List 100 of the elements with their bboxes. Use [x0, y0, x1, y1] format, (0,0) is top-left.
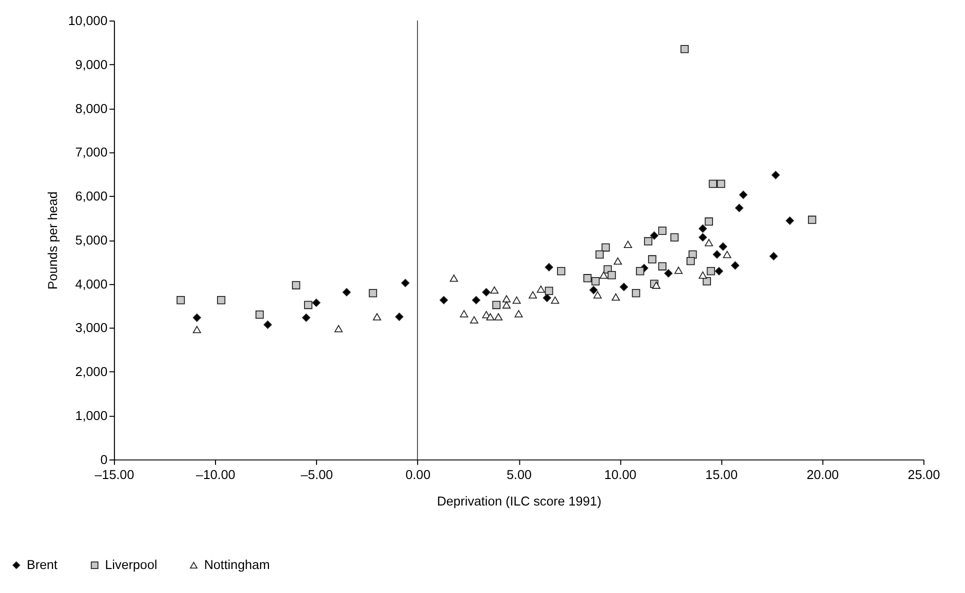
point	[714, 267, 724, 276]
point	[312, 298, 320, 307]
point	[502, 295, 511, 302]
point	[600, 271, 608, 279]
point	[735, 204, 744, 212]
legend-label: Nottingham	[204, 557, 270, 572]
y-axis-title: Pounds per head	[45, 192, 60, 290]
point	[770, 252, 778, 260]
x-tick-label: 0.00	[405, 466, 430, 482]
point	[514, 310, 523, 318]
x-tick-label: 25.00	[908, 466, 940, 482]
y-tick-label: 6,000	[75, 188, 108, 204]
point	[302, 314, 310, 322]
point	[550, 296, 560, 304]
x-tick-label: –10.00	[196, 466, 236, 482]
point	[544, 286, 554, 296]
legend-label: Brent	[26, 557, 58, 572]
y-tick-label: 9,000	[75, 56, 108, 72]
point	[650, 231, 658, 240]
point	[632, 288, 640, 298]
point	[808, 216, 816, 224]
point	[708, 180, 718, 188]
point	[698, 224, 707, 233]
point	[450, 274, 458, 282]
point	[644, 237, 652, 246]
point	[704, 238, 713, 246]
point	[716, 180, 726, 188]
point	[192, 314, 202, 322]
point	[368, 288, 378, 298]
point	[702, 277, 711, 286]
point	[739, 190, 748, 199]
x-tick-label: –15.00	[94, 466, 134, 482]
point	[440, 296, 448, 304]
point	[472, 296, 480, 304]
y-tick-label: 4,000	[75, 276, 108, 292]
point	[486, 313, 494, 320]
point	[674, 266, 683, 274]
point	[176, 296, 185, 304]
point	[536, 286, 546, 293]
x-tick-label: 5.00	[506, 466, 532, 482]
point	[492, 300, 501, 310]
x-tick-label: 10.00	[604, 466, 636, 482]
point	[490, 286, 498, 294]
point	[658, 262, 666, 270]
point	[372, 313, 382, 320]
point	[706, 267, 716, 276]
y-tick-label: 0	[100, 452, 108, 467]
y-tick-label: 5,000	[75, 232, 108, 248]
point	[544, 263, 554, 272]
point	[608, 270, 616, 280]
point	[583, 274, 592, 282]
point	[686, 256, 695, 266]
point	[658, 226, 666, 235]
point	[620, 282, 628, 292]
point	[512, 296, 521, 304]
point	[731, 261, 740, 270]
point	[680, 44, 689, 54]
point	[482, 288, 490, 296]
point	[304, 300, 312, 310]
point	[648, 255, 656, 264]
point	[256, 310, 264, 319]
point	[698, 233, 707, 242]
point	[589, 286, 598, 294]
y-tick-label: 2,000	[75, 364, 108, 380]
point	[624, 240, 632, 248]
x-tick-label: –5.00	[300, 466, 333, 482]
point	[786, 216, 794, 225]
point	[718, 242, 728, 251]
point	[460, 310, 468, 318]
point	[595, 250, 604, 259]
point	[614, 257, 622, 265]
point	[494, 313, 503, 320]
x-tick-label: 20.00	[806, 466, 839, 482]
y-tick-label: 10,000	[68, 12, 108, 28]
x-tick-label: 15.00	[705, 466, 738, 482]
point	[636, 267, 644, 276]
point	[712, 250, 722, 259]
point	[602, 243, 610, 252]
point	[664, 269, 673, 278]
point	[591, 277, 600, 286]
point	[670, 233, 679, 242]
point	[593, 291, 602, 298]
point	[772, 170, 780, 180]
y-tick-label: 8,000	[75, 100, 108, 116]
x-axis-title: Deprivation (ILC score 1991)	[436, 494, 602, 509]
point	[342, 288, 351, 296]
point	[704, 217, 713, 226]
point	[192, 326, 202, 334]
legend-label: Liverpool	[105, 557, 158, 572]
point	[557, 267, 566, 276]
point	[264, 320, 272, 329]
point	[470, 316, 478, 324]
point	[722, 250, 732, 258]
point	[612, 293, 620, 301]
y-tick-label: 7,000	[75, 144, 108, 160]
point	[334, 325, 343, 332]
point	[401, 278, 410, 288]
point	[217, 296, 226, 304]
y-tick-label: 1,000	[75, 408, 108, 424]
point	[292, 281, 300, 290]
